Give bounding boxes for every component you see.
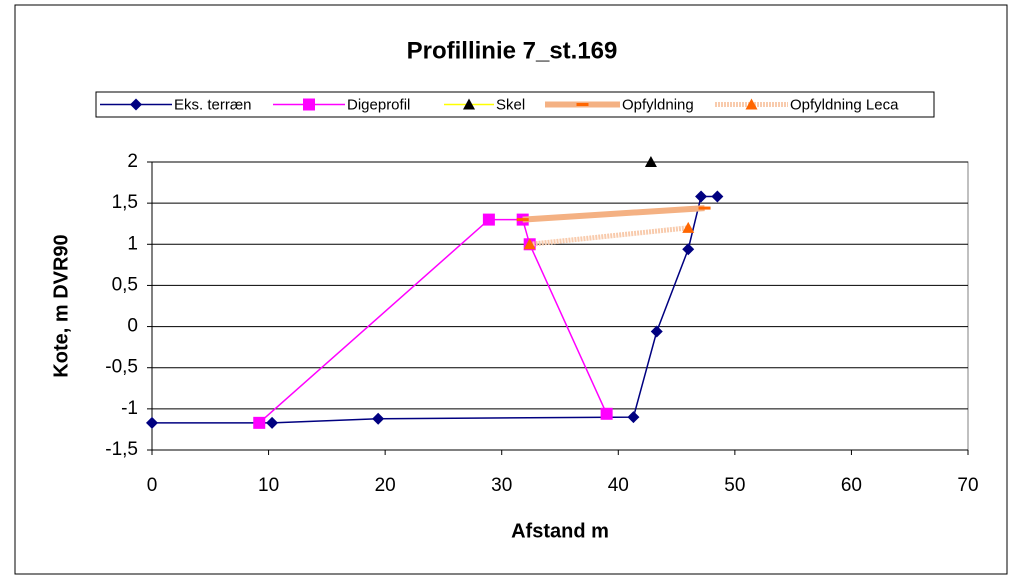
marker [576, 103, 589, 106]
x-axis-label: Afstand m [511, 520, 609, 542]
series-line [529, 225, 689, 247]
x-tick-label: 40 [608, 475, 629, 496]
y-tick-label: -1 [121, 398, 138, 419]
y-tick-label: 2 [127, 151, 138, 172]
series-line [522, 205, 705, 223]
legend-label: Eks. terræn [174, 96, 252, 113]
marker [644, 156, 657, 167]
marker [523, 238, 536, 250]
marker [482, 213, 495, 226]
marker [627, 411, 640, 424]
marker [303, 98, 315, 111]
x-tick-label: 70 [957, 475, 978, 496]
marker [130, 98, 142, 111]
legend-box [95, 91, 935, 118]
marker [711, 190, 724, 203]
series-line [152, 195, 718, 424]
marker [266, 416, 279, 429]
x-tick-label: 10 [258, 475, 279, 496]
chart-title: Profillinie 7_st.169 [407, 37, 618, 64]
x-tick-label: 0 [147, 475, 158, 496]
y-tick-label: -1,5 [105, 439, 138, 460]
marker [695, 190, 708, 203]
marker [372, 412, 385, 425]
marker [682, 221, 695, 233]
marker [463, 98, 475, 110]
legend-label: Opfyldning [622, 96, 694, 113]
marker [682, 243, 695, 256]
x-tick-label: 30 [491, 475, 512, 496]
marker [516, 218, 529, 222]
plot-area [151, 161, 969, 451]
marker [745, 98, 758, 110]
marker [698, 206, 711, 210]
x-tick-label: 50 [724, 475, 745, 496]
y-tick-label: 1,5 [112, 192, 138, 213]
y-tick-label: 0,5 [112, 274, 138, 295]
marker [253, 416, 266, 429]
legend-label: Skel [496, 96, 525, 113]
y-tick-label: -0,5 [105, 357, 138, 378]
legend-label: Opfyldning Leca [790, 96, 899, 113]
marker [600, 407, 613, 420]
y-axis-label: Kote, m DVR90 [50, 234, 72, 377]
marker [650, 325, 663, 338]
y-tick-label: 1 [127, 233, 138, 254]
y-tick-label: 0 [127, 316, 138, 337]
x-tick-label: 60 [841, 475, 862, 496]
legend-label: Digeprofil [347, 96, 410, 113]
marker [146, 416, 158, 429]
x-tick-label: 20 [375, 475, 396, 496]
